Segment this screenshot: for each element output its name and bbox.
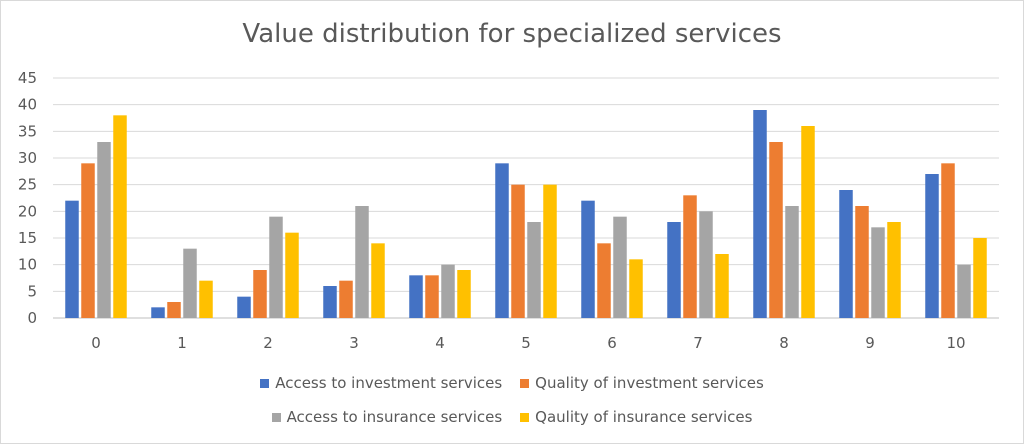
legend-row: Access to investment services Quality of… — [1, 369, 1023, 397]
x-tick-label: 0 — [91, 334, 101, 352]
y-tick-label: 10 — [18, 256, 37, 274]
legend-swatch — [271, 412, 281, 422]
legend-swatch — [520, 378, 530, 388]
bar — [957, 264, 971, 318]
legend-swatch — [520, 412, 530, 422]
bar — [699, 211, 713, 318]
bar — [199, 280, 213, 318]
bar — [253, 270, 267, 318]
bar — [113, 115, 127, 318]
legend-label: Quality of investment services — [535, 374, 764, 392]
bar — [371, 243, 385, 318]
y-tick-label: 5 — [27, 282, 37, 300]
bar — [285, 232, 299, 318]
bar — [355, 206, 369, 318]
x-tick-label: 2 — [263, 334, 273, 352]
bar — [495, 163, 509, 318]
x-tick-label: 4 — [435, 334, 445, 352]
bar — [511, 184, 525, 318]
bar — [457, 270, 471, 318]
y-tick-label: 0 — [27, 309, 37, 327]
legend-label: Qaulity of insurance services — [535, 408, 753, 426]
bar — [941, 163, 955, 318]
x-tick-label: 1 — [177, 334, 187, 352]
legend-label: Access to insurance services — [286, 408, 503, 426]
legend-item-access-investment: Access to investment services — [260, 374, 502, 392]
bar — [151, 307, 165, 318]
y-tick-label: 35 — [18, 122, 37, 140]
bar — [409, 275, 423, 318]
bar — [81, 163, 95, 318]
bar — [237, 296, 251, 318]
bar — [527, 222, 541, 318]
y-tick-label: 15 — [18, 229, 37, 247]
legend-item-access-insurance: Access to insurance services — [271, 408, 503, 426]
bar — [613, 216, 627, 318]
x-tick-label: 7 — [693, 334, 703, 352]
x-tick-label: 6 — [607, 334, 617, 352]
bar — [801, 126, 815, 318]
bar — [425, 275, 439, 318]
bar — [683, 195, 697, 318]
y-tick-label: 25 — [18, 176, 37, 194]
x-tick-label: 8 — [779, 334, 789, 352]
y-tick-label: 20 — [18, 202, 37, 220]
bar — [269, 216, 283, 318]
bar — [769, 142, 783, 318]
bar — [667, 222, 681, 318]
bar — [839, 190, 853, 318]
bar — [323, 286, 337, 318]
bar — [871, 227, 885, 318]
bar — [629, 259, 643, 318]
bar — [715, 254, 729, 318]
bar — [65, 200, 79, 318]
legend-item-quality-investment: Quality of investment services — [520, 374, 764, 392]
bar — [581, 200, 595, 318]
bar — [973, 238, 987, 318]
legend-item-quality-insurance: Qaulity of insurance services — [520, 408, 752, 426]
legend: Access to investment services Quality of… — [1, 369, 1023, 431]
bar — [855, 206, 869, 318]
x-tick-label: 5 — [521, 334, 531, 352]
x-tick-label: 10 — [946, 334, 965, 352]
chart-title: Value distribution for specialized servi… — [242, 19, 782, 49]
bar — [597, 243, 611, 318]
bar — [97, 142, 111, 318]
x-tick-label: 3 — [349, 334, 359, 352]
bar — [339, 280, 353, 318]
y-tick-label: 45 — [18, 69, 37, 87]
bar — [785, 206, 799, 318]
bar — [887, 222, 901, 318]
legend-label: Access to investment services — [275, 374, 503, 392]
bar — [925, 174, 939, 318]
y-tick-label: 40 — [18, 96, 37, 114]
bar — [753, 110, 767, 318]
bar — [441, 264, 455, 318]
legend-row: Access to insurance services Qaulity of … — [1, 403, 1023, 431]
x-tick-label: 9 — [865, 334, 875, 352]
bar — [167, 302, 181, 318]
bar — [543, 184, 557, 318]
y-tick-label: 30 — [18, 149, 37, 167]
legend-swatch — [260, 378, 270, 388]
bar — [183, 248, 197, 318]
